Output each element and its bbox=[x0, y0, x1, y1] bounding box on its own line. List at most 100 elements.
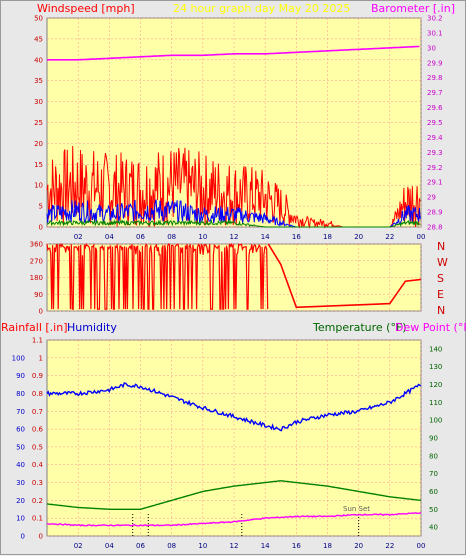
rain-y-tick-9: 0.9 bbox=[32, 372, 43, 380]
hum-x-tick-8: 18 bbox=[323, 542, 332, 550]
baro-y-tick-1: 28.9 bbox=[427, 209, 443, 217]
direction-series bbox=[46, 242, 422, 310]
compass-n-top: N bbox=[437, 240, 445, 253]
dewpoint-title: Dew Point (°F) bbox=[395, 321, 466, 334]
temp-y-tick-3: 70 bbox=[429, 470, 438, 478]
baro-y-tick-13: 30.1 bbox=[427, 29, 443, 37]
compass-w: W bbox=[437, 256, 448, 269]
rain-y-tick-3: 0.3 bbox=[32, 479, 43, 487]
rain-y-tick-1: 0.1 bbox=[32, 515, 43, 523]
hum-x-tick-10: 22 bbox=[385, 542, 394, 550]
baro-y-tick-6: 29.4 bbox=[427, 134, 443, 142]
wind-y-tick-9: 45 bbox=[34, 35, 43, 43]
temp-y-tick-1: 50 bbox=[429, 506, 438, 514]
humidity-y-tick-6: 60 bbox=[16, 426, 25, 434]
wind-x-tick-6: 14 bbox=[261, 233, 270, 241]
wind-y-tick-0: 0 bbox=[39, 224, 43, 232]
wind-y-tick-4: 20 bbox=[34, 140, 43, 148]
temperature-title: Temperature (°F) bbox=[312, 321, 407, 334]
humidity-y-tick-7: 70 bbox=[16, 408, 25, 416]
humidity-y-tick-8: 80 bbox=[16, 390, 25, 398]
hum-x-tick-9: 20 bbox=[354, 542, 363, 550]
baro-y-tick-11: 29.9 bbox=[427, 59, 443, 67]
hum-x-tick-2: 06 bbox=[136, 542, 145, 550]
wind-y-tick-2: 10 bbox=[34, 182, 43, 190]
baro-y-tick-3: 29.1 bbox=[427, 179, 443, 187]
wind-x-tick-5: 12 bbox=[230, 233, 239, 241]
dir-y-tick-3: 90 bbox=[34, 291, 43, 299]
dir-y-tick-0: 360 bbox=[30, 241, 43, 249]
temp-y-tick-4: 80 bbox=[429, 452, 438, 460]
direction-tick-labels: 360 270 180 90 0 bbox=[30, 241, 43, 316]
hum-x-tick-7: 16 bbox=[292, 542, 301, 550]
direction-line bbox=[267, 243, 422, 309]
dir-y-tick-1: 270 bbox=[30, 257, 43, 265]
wind-x-tick-1: 04 bbox=[105, 233, 114, 241]
rain-y-tick-4: 0.4 bbox=[32, 461, 44, 469]
rain-y-tick-8: 0.8 bbox=[32, 390, 43, 398]
hum-x-tick-3: 08 bbox=[167, 542, 176, 550]
temp-y-tick-10: 140 bbox=[429, 345, 442, 353]
rain-y-tick-2: 0.2 bbox=[32, 497, 43, 505]
baro-y-tick-8: 29.6 bbox=[427, 104, 443, 112]
wind-y-tick-1: 5 bbox=[39, 203, 43, 211]
wind-x-tick-2: 06 bbox=[136, 233, 145, 241]
baro-y-tick-0: 28.8 bbox=[427, 224, 443, 232]
temp-y-tick-5: 90 bbox=[429, 435, 438, 443]
hum-x-tick-1: 04 bbox=[105, 542, 114, 550]
wind-tick-labels: 0 5 10 15 20 25 30 35 40 45 50 28.8 28.9 29 29.1 29.2 29… bbox=[34, 15, 443, 242]
wind-series bbox=[46, 45, 421, 229]
wind-x-tick-3: 08 bbox=[167, 233, 176, 241]
baro-y-tick-14: 30.2 bbox=[427, 15, 443, 23]
wind-x-tick-11: 00 bbox=[417, 233, 426, 241]
humidity-y-tick-2: 20 bbox=[16, 497, 25, 505]
wind-y-tick-7: 35 bbox=[34, 77, 43, 85]
dir-y-tick-4: 0 bbox=[39, 308, 43, 316]
rain-y-tick-0: 0 bbox=[39, 533, 43, 541]
hum-x-tick-4: 10 bbox=[198, 542, 207, 550]
barometer-title: Barometer [.in] bbox=[371, 2, 455, 15]
wind-x-tick-9: 20 bbox=[354, 233, 363, 241]
temp-y-tick-9: 130 bbox=[429, 363, 442, 371]
humidity-y-tick-1: 10 bbox=[16, 515, 25, 523]
dir-y-tick-2: 180 bbox=[30, 274, 43, 282]
hum-x-tick-0: 02 bbox=[74, 542, 83, 550]
hum-x-tick-11: 00 bbox=[417, 542, 426, 550]
humidity-tick-labels: 0 0.1 0.2 0.3 0.4 0.5 0.6 0.7 0.8 0.9 1 1.1 0 10 20 30 4… bbox=[12, 337, 443, 551]
baro-y-tick-7: 29.5 bbox=[427, 119, 443, 127]
humidity-y-tick-4: 40 bbox=[16, 461, 25, 469]
baro-y-tick-2: 29 bbox=[427, 194, 436, 202]
temp-y-tick-8: 120 bbox=[429, 381, 442, 389]
wind-y-tick-3: 15 bbox=[34, 161, 43, 169]
baro-y-tick-9: 29.7 bbox=[427, 89, 443, 97]
humidity-title: Humidity bbox=[67, 321, 117, 334]
humidity-y-tick-0: 0 bbox=[21, 533, 25, 541]
hum-x-tick-5: 12 bbox=[230, 542, 239, 550]
wind-y-tick-5: 25 bbox=[34, 119, 43, 127]
wind-x-tick-4: 10 bbox=[198, 233, 207, 241]
wind-x-tick-10: 22 bbox=[385, 233, 394, 241]
baro-y-tick-10: 29.8 bbox=[427, 74, 443, 82]
humidity-y-tick-3: 30 bbox=[16, 479, 25, 487]
wind-x-tick-7: 16 bbox=[292, 233, 301, 241]
temp-y-tick-2: 60 bbox=[429, 488, 438, 496]
wind-x-tick-8: 18 bbox=[323, 233, 332, 241]
rainfall-title: Rainfall [.in] bbox=[1, 321, 68, 334]
wind-x-tick-0: 02 bbox=[74, 233, 83, 241]
compass-n-bottom: N bbox=[437, 304, 445, 317]
humidity-y-tick-9: 90 bbox=[16, 372, 25, 380]
date-title: 24 hour graph day May 20 2025 bbox=[173, 2, 350, 15]
rain-y-tick-5: 0.5 bbox=[32, 443, 43, 451]
windspeed-title: Windspeed [mph] bbox=[37, 2, 135, 15]
barometer-line bbox=[47, 45, 420, 61]
wind-y-tick-8: 40 bbox=[34, 56, 43, 64]
humidity-grid bbox=[47, 339, 422, 537]
humidity-y-tick-5: 50 bbox=[16, 443, 25, 451]
humidity-series bbox=[46, 382, 422, 527]
humidity-line bbox=[46, 382, 422, 432]
temperature-line bbox=[46, 480, 422, 510]
rain-y-tick-6: 0.6 bbox=[32, 426, 44, 434]
compass-s: S bbox=[437, 272, 444, 285]
